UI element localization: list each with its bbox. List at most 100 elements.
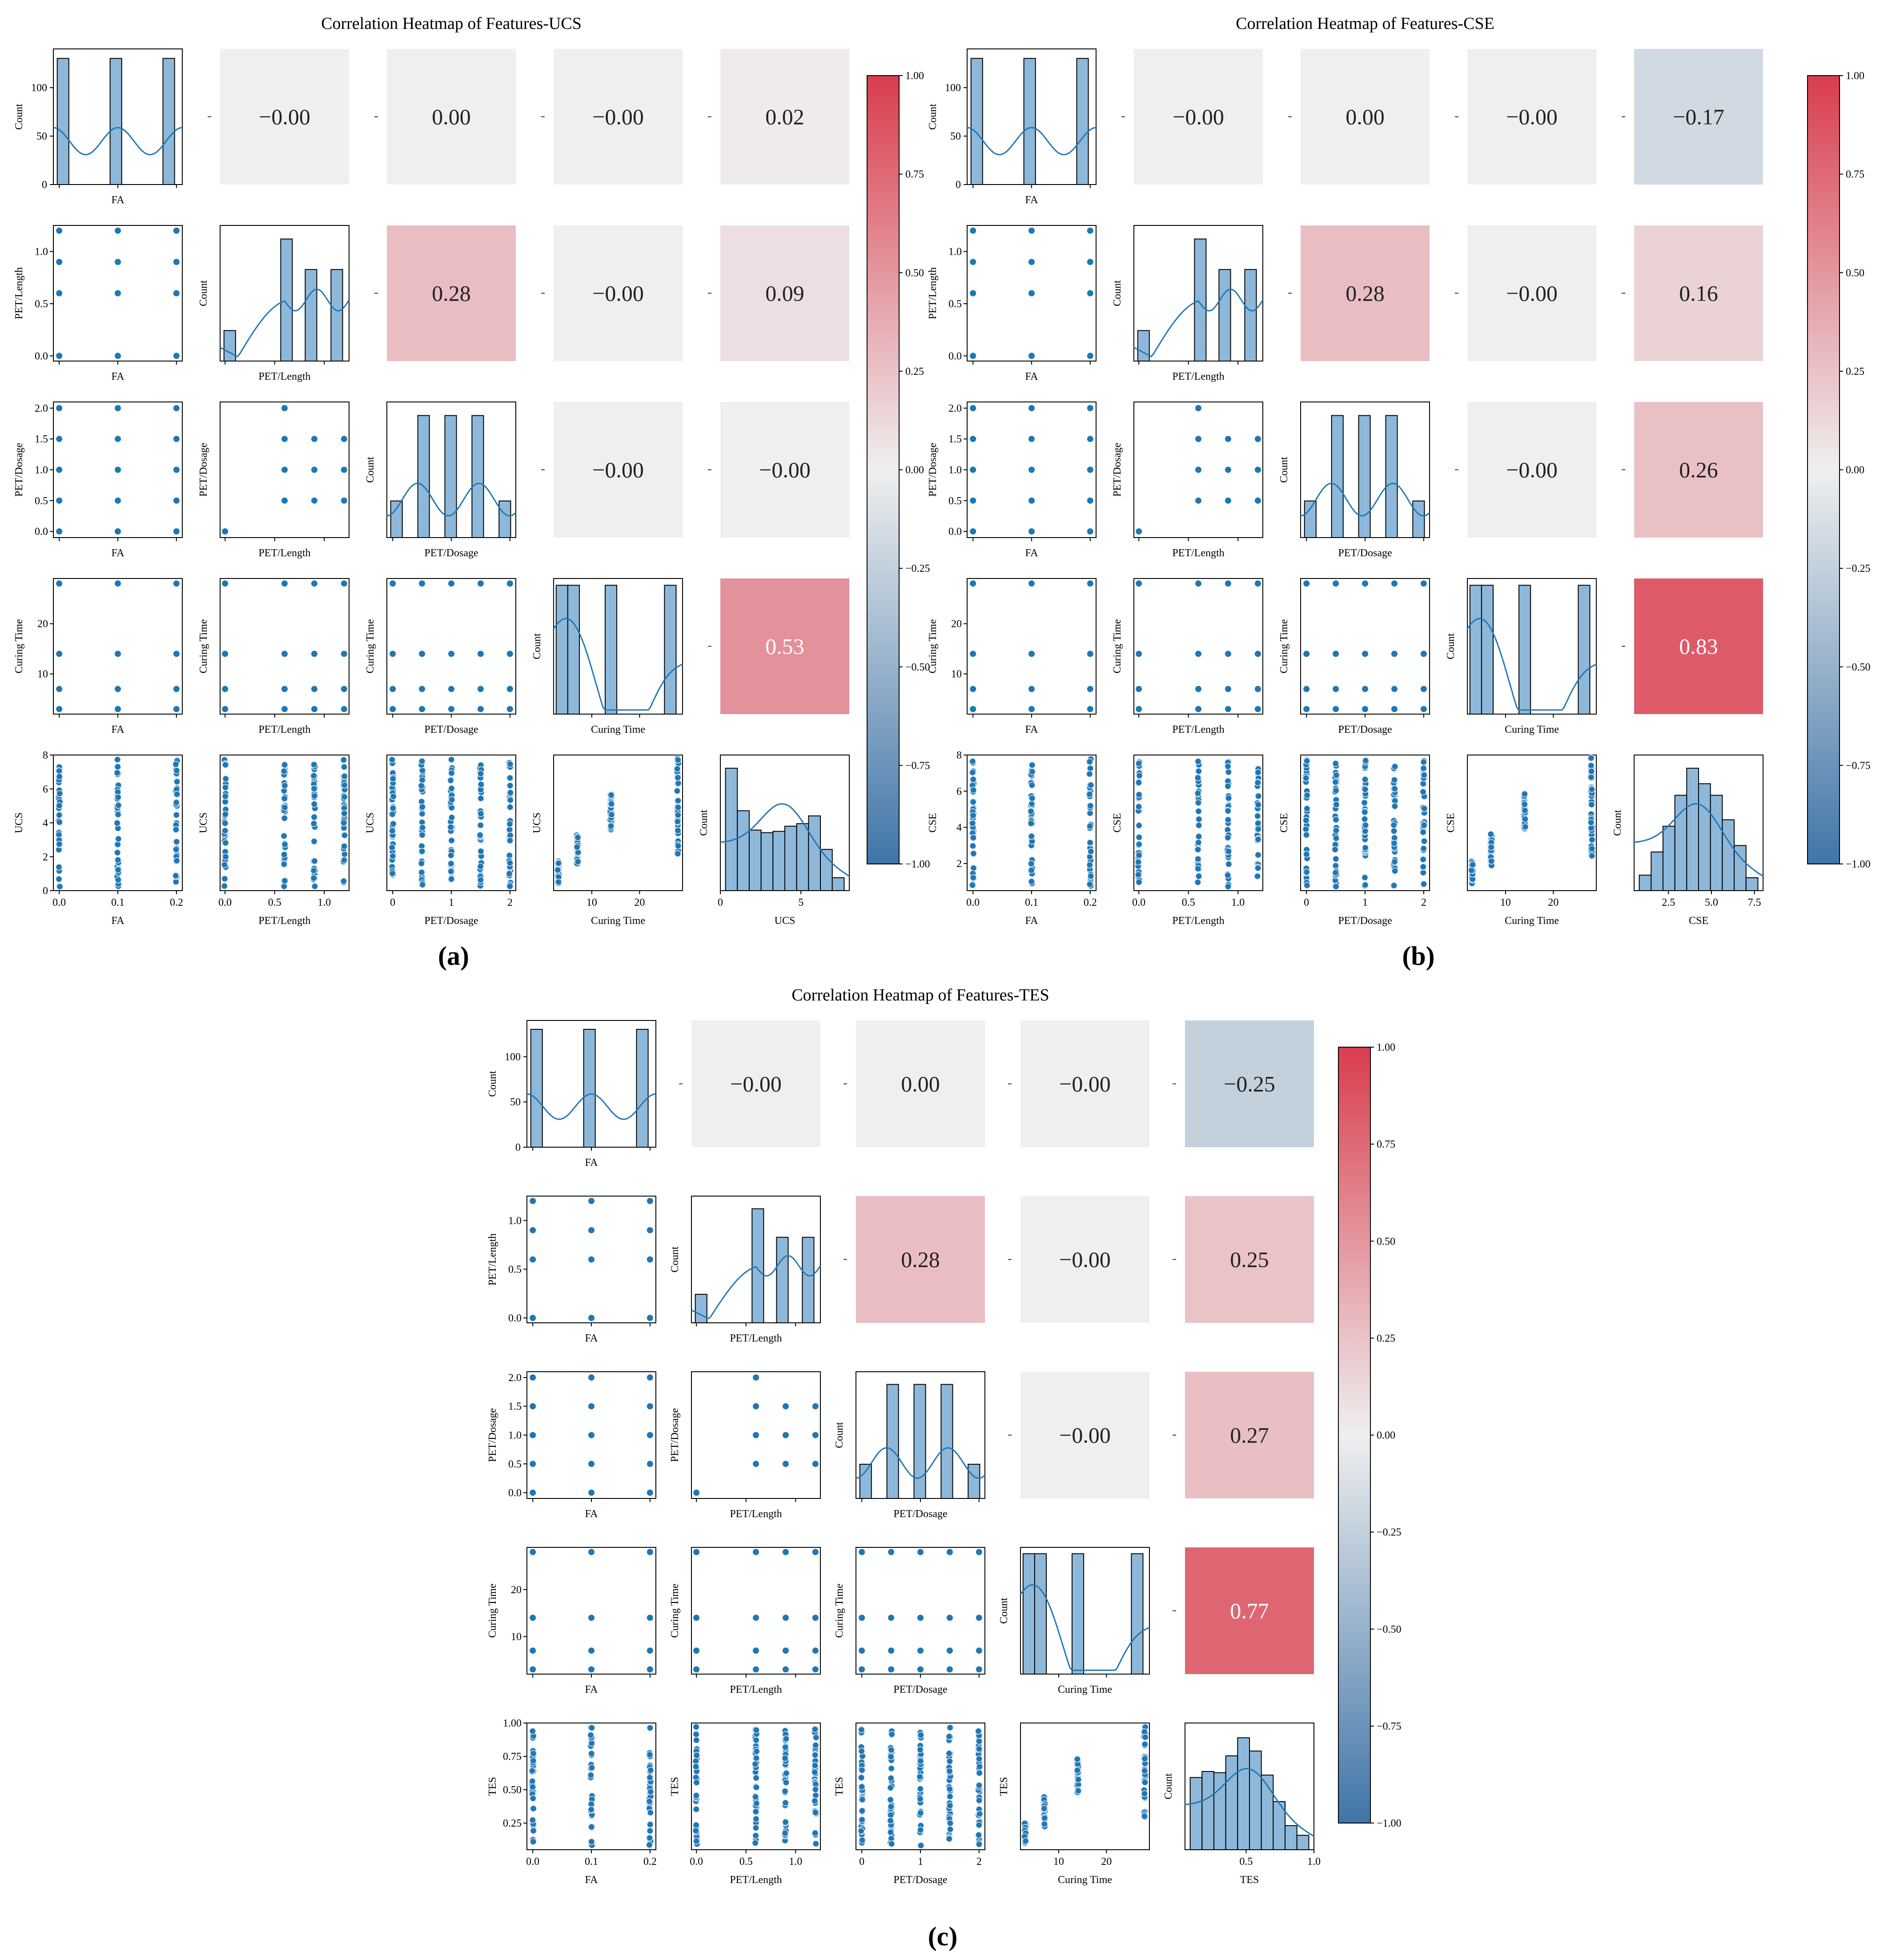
kde-curve <box>1300 482 1430 517</box>
x-axis-label: FA <box>1025 371 1039 382</box>
scatter-point <box>280 832 288 839</box>
scatter-point <box>1225 686 1231 692</box>
scatter-point <box>1028 497 1035 504</box>
scatter-point <box>1224 872 1231 879</box>
subplot-frame <box>53 578 183 715</box>
scatter-point <box>173 778 181 785</box>
scatter-point <box>1254 812 1261 820</box>
scatter-point <box>1421 771 1428 779</box>
y-tick-label: 0 <box>956 179 961 191</box>
scatter-point <box>647 1374 653 1381</box>
scatter-point <box>173 811 180 819</box>
scatter-point <box>859 1807 866 1815</box>
scatter-point <box>1421 805 1428 812</box>
corr-value: 0.00 <box>901 1072 940 1096</box>
scatter-point <box>529 1727 536 1735</box>
scatter-point <box>222 775 229 783</box>
x-tick-label: 7.5 <box>1748 897 1761 908</box>
scatter-point <box>173 466 180 473</box>
scatter-point <box>1136 686 1142 692</box>
scatter-point <box>311 651 317 657</box>
hist-bar <box>567 585 580 715</box>
scatter-point <box>56 686 63 692</box>
scatter-point <box>588 1227 595 1233</box>
x-axis-label: PET/Dosage <box>1338 724 1392 735</box>
scatter-point <box>390 805 397 812</box>
scatter-point <box>753 1403 759 1410</box>
scatter-point <box>115 466 121 473</box>
y-axis-label: Count <box>1112 280 1123 306</box>
colorbar-tick-label: 0.00 <box>905 465 924 476</box>
y-tick-label: 2 <box>43 851 48 863</box>
scatter-point <box>1136 528 1142 535</box>
scatter-point <box>390 793 397 800</box>
scatter-point <box>812 1840 819 1848</box>
scatter-point <box>859 1549 865 1555</box>
scatter-point <box>858 1827 865 1835</box>
scatter-point <box>530 1549 536 1555</box>
y-axis-label: Count <box>487 1071 498 1097</box>
x-tick-label: 0.2 <box>643 1856 657 1868</box>
scatter-point <box>812 1809 819 1816</box>
scatter-point <box>56 436 63 442</box>
scatter-point <box>1141 1734 1149 1741</box>
scatter-point <box>221 875 229 883</box>
scatter-point <box>970 686 976 692</box>
scatter-point <box>114 811 122 818</box>
scatter-point <box>693 1490 700 1496</box>
scatter-point <box>782 1743 789 1751</box>
scatter-point <box>812 1786 819 1793</box>
scatter-point <box>946 1802 954 1809</box>
scatter-point <box>588 1823 595 1831</box>
scatter-point <box>1420 651 1427 657</box>
scatter-point <box>1468 867 1475 874</box>
hist-bar <box>913 1384 926 1499</box>
scatter-point <box>1420 759 1427 766</box>
scatter-point <box>311 580 317 587</box>
scatter-point <box>1332 883 1340 890</box>
y-axis-label: PET/Dosage <box>1112 443 1123 497</box>
scatter-point <box>969 812 977 819</box>
hist-bar <box>530 1028 543 1148</box>
scatter-point <box>506 803 514 811</box>
scatter-point <box>113 819 121 827</box>
colorbar-tick-label: −0.50 <box>905 662 930 673</box>
scatter-point <box>1028 466 1035 473</box>
scatter-point <box>311 883 318 890</box>
hist-bar <box>1249 1750 1262 1851</box>
scatter-point <box>1225 436 1231 442</box>
hist-bar <box>1651 851 1663 891</box>
scatter-point <box>859 1666 865 1673</box>
scatter-point <box>530 1315 536 1321</box>
scatter-point <box>1135 851 1143 859</box>
y-axis-label: UCS <box>365 812 376 833</box>
scatter-point <box>1087 765 1094 772</box>
scatter-point <box>390 580 396 587</box>
scatter-point <box>888 1746 895 1754</box>
scatter-point <box>1361 808 1369 816</box>
hist-bar <box>109 58 122 185</box>
scatter-point <box>1087 405 1093 411</box>
x-tick-label: 10 <box>586 897 597 908</box>
corr-value: 0.25 <box>1230 1247 1269 1272</box>
corr-value: 0.00 <box>432 104 471 129</box>
y-axis-label: Count <box>365 457 376 483</box>
scatter-point <box>1194 846 1201 853</box>
y-axis-label: Count <box>669 1246 681 1273</box>
scatter-point <box>389 756 396 763</box>
scatter-point <box>1135 879 1143 886</box>
x-tick-label: 0.0 <box>1132 897 1145 908</box>
x-tick-label: 0.0 <box>966 897 980 908</box>
scatter-point <box>341 706 347 712</box>
hist-bar <box>555 585 568 715</box>
colorbar <box>867 75 900 864</box>
scatter-point <box>693 1666 700 1673</box>
scatter-point <box>647 1767 654 1774</box>
scatter-point <box>753 1461 759 1467</box>
hist-bar <box>1734 845 1747 892</box>
scatter-point <box>341 856 348 864</box>
scatter-point <box>56 405 63 411</box>
scatter-point <box>888 1549 895 1555</box>
corr-cell <box>220 49 349 185</box>
